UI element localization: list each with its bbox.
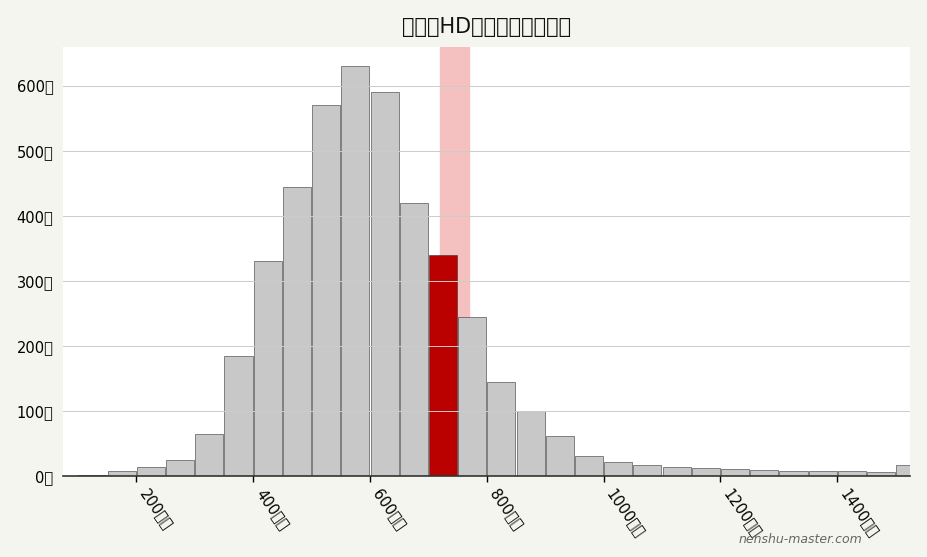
Bar bbox=[166, 460, 194, 476]
Bar bbox=[896, 465, 924, 476]
Bar bbox=[633, 465, 662, 476]
Bar bbox=[721, 468, 749, 476]
Bar bbox=[196, 434, 223, 476]
Bar bbox=[137, 467, 165, 476]
Bar bbox=[604, 462, 632, 476]
Bar bbox=[429, 255, 457, 476]
Bar bbox=[371, 92, 399, 476]
Bar bbox=[838, 471, 866, 476]
Bar bbox=[516, 411, 545, 476]
Bar bbox=[458, 317, 487, 476]
Bar bbox=[546, 436, 574, 476]
Bar bbox=[108, 471, 135, 476]
Bar bbox=[79, 475, 107, 476]
Bar bbox=[312, 105, 340, 476]
Bar bbox=[867, 472, 895, 476]
Title: 日清紡HDの年収ポジション: 日清紡HDの年収ポジション bbox=[402, 17, 571, 37]
Bar bbox=[283, 187, 311, 476]
Text: nenshu-master.com: nenshu-master.com bbox=[739, 533, 862, 546]
Bar bbox=[575, 456, 603, 476]
Bar bbox=[808, 471, 837, 476]
Bar bbox=[692, 468, 720, 476]
Bar bbox=[488, 382, 515, 476]
Bar bbox=[341, 66, 369, 476]
Bar bbox=[400, 203, 427, 476]
Bar bbox=[224, 356, 252, 476]
Bar bbox=[254, 261, 282, 476]
Bar bbox=[663, 467, 691, 476]
Bar bbox=[750, 470, 779, 476]
Bar bbox=[780, 471, 807, 476]
Bar bbox=[440, 47, 469, 476]
